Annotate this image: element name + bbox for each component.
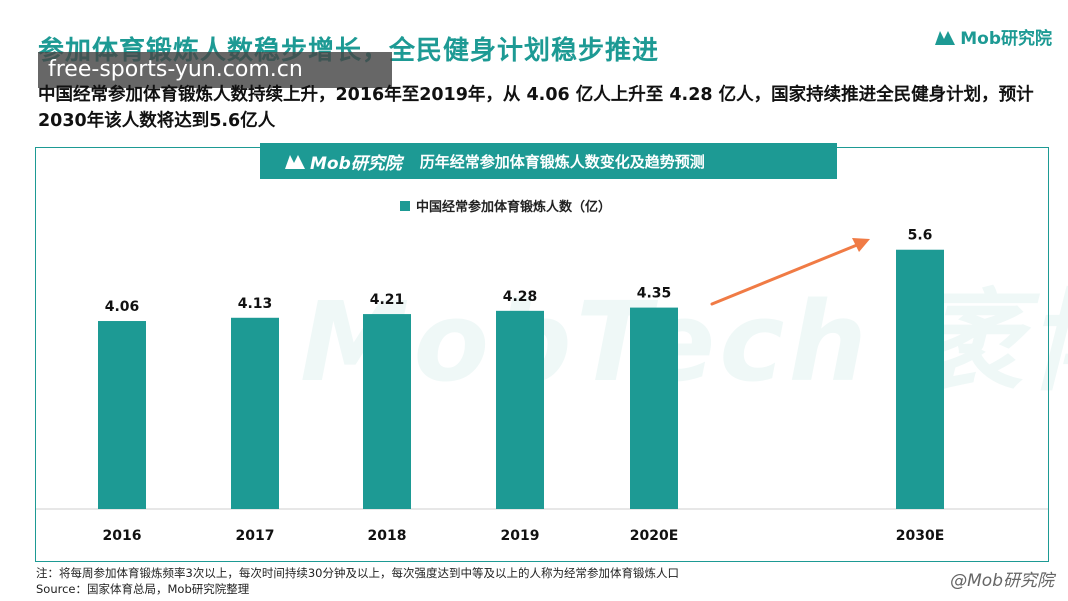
footnote: 注：将每周参加体育锻炼频率3次以上，每次时间持续30分钟及以上，每次强度达到中等… (36, 565, 679, 597)
data-label-2030E: 5.6 (908, 228, 933, 244)
bar-2018 (363, 314, 411, 509)
legend-label: 中国经常参加体育锻炼人数（亿） (416, 200, 612, 215)
page-subtitle: 中国经常参加体育锻炼人数持续上升，2016年至2019年，从 4.06 亿人上升… (38, 85, 1034, 131)
data-label-2017: 4.13 (238, 296, 273, 312)
data-label-2019: 4.28 (503, 289, 538, 305)
brand-name: Mob研究院 (960, 29, 1052, 49)
x-tick-2030E: 2030E (896, 528, 945, 544)
footnote-note: 注：将每周参加体育锻炼频率3次以上，每次时间持续30分钟及以上，每次强度达到中等… (36, 566, 679, 580)
url-watermark: free-sports-yun.com.cn (38, 52, 392, 88)
x-tick-2019: 2019 (501, 528, 540, 544)
mob-logo-icon (285, 155, 305, 169)
bar-2019 (496, 310, 544, 509)
brand-logo: Mob研究院 (934, 24, 1052, 49)
mob-logo-icon (935, 30, 956, 45)
x-tick-2016: 2016 (103, 528, 142, 544)
x-tick-2018: 2018 (368, 528, 407, 544)
trend-arrow-line (710, 243, 859, 306)
bar-2020E (630, 307, 678, 509)
bar-2017 (231, 317, 279, 509)
data-label-2018: 4.21 (370, 292, 405, 308)
data-label-2020E: 4.35 (637, 286, 672, 302)
chart-header: Mob研究院 历年经常参加体育锻炼人数变化及趋势预测 (260, 143, 837, 179)
chart-legend: 中国经常参加体育锻炼人数（亿） (400, 196, 611, 215)
x-tick-2017: 2017 (236, 528, 275, 544)
chart-header-logo: Mob研究院 (284, 149, 402, 174)
corner-watermark: @Mob研究院 (950, 571, 1054, 591)
bar-2016 (98, 321, 146, 509)
x-tick-2020E: 2020E (630, 528, 679, 544)
footnote-source: Source：国家体育总局，Mob研究院整理 (36, 582, 250, 596)
data-label-2016: 4.06 (105, 299, 140, 315)
chart-header-brand: Mob研究院 (310, 153, 402, 174)
bar-2030E (896, 249, 944, 509)
legend-swatch (400, 200, 410, 211)
trend-arrow-head (852, 238, 870, 252)
chart-title: 历年经常参加体育锻炼人数变化及趋势预测 (419, 152, 705, 171)
